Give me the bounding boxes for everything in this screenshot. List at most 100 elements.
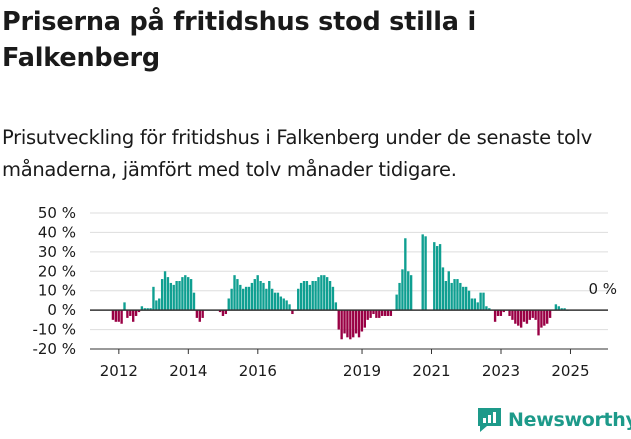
bar [436, 246, 439, 311]
bar [158, 298, 161, 311]
bar [256, 275, 259, 311]
bar [297, 288, 300, 311]
bar [383, 310, 387, 316]
bar [270, 288, 274, 311]
bar [282, 298, 285, 311]
bar [407, 271, 410, 311]
bar [508, 310, 511, 316]
bar [395, 294, 398, 311]
y-tick-label: 30 % [38, 243, 76, 261]
bar [132, 310, 135, 322]
bar [357, 310, 361, 338]
bar [189, 279, 193, 311]
x-tick-label: 2023 [482, 362, 520, 380]
bar [198, 310, 201, 322]
bar [409, 275, 413, 311]
bar [262, 282, 265, 311]
bar [496, 310, 500, 316]
bars [111, 234, 569, 340]
newsworthy-logo-icon [478, 408, 501, 432]
bar [560, 308, 563, 311]
x-tick-label: 2014 [169, 362, 207, 380]
bar [369, 310, 372, 318]
bar [456, 279, 459, 311]
bar [247, 286, 251, 311]
x-tick-label: 2012 [100, 362, 138, 380]
bar [363, 310, 366, 328]
bar [462, 286, 465, 311]
latest-value-annotation: 0 % [588, 280, 617, 298]
bar [250, 282, 254, 311]
bar [543, 310, 546, 326]
bar [288, 304, 291, 311]
bar [276, 292, 280, 311]
bar [479, 292, 482, 311]
bar [476, 302, 479, 311]
x-axis-tick-labels: 2012 2014 2016 2019 2021 2023 2025 [100, 349, 590, 380]
bar [337, 310, 340, 330]
bar [320, 275, 323, 311]
y-tick-label: 40 % [38, 223, 76, 241]
bar [152, 286, 155, 311]
bar [485, 306, 488, 311]
bar [488, 308, 491, 311]
bar [328, 281, 332, 311]
bar [166, 277, 170, 311]
bar [244, 286, 248, 311]
y-axis-tick-labels: 50 %40 % 30 %20 % 10 %0 % -10 %-20 % [32, 204, 76, 358]
bar [129, 310, 132, 316]
bar [522, 310, 526, 322]
bar [531, 310, 534, 318]
x-tick-label: 2016 [239, 362, 277, 380]
bar [187, 277, 190, 311]
bar [375, 310, 378, 318]
y-tick-label: -10 % [32, 321, 76, 339]
bar [221, 310, 225, 316]
bar [253, 279, 256, 311]
y-tick-label: 10 % [38, 282, 76, 300]
bar [441, 267, 445, 311]
bar [540, 310, 543, 328]
bar [224, 310, 228, 315]
bar [308, 284, 311, 311]
bar [236, 279, 239, 311]
bar [146, 308, 149, 311]
bar [340, 310, 343, 340]
bar [178, 281, 181, 311]
y-tick-label: 0 % [47, 301, 76, 319]
bar [563, 308, 566, 311]
y-tick-label: 50 % [38, 204, 76, 222]
bar [311, 281, 314, 311]
bar [120, 310, 123, 324]
bar [360, 310, 364, 332]
x-tick-label: 2019 [343, 362, 381, 380]
bar [201, 310, 204, 318]
bar [502, 310, 505, 313]
bar [134, 310, 138, 316]
bar [354, 310, 358, 334]
bar [464, 286, 468, 311]
bar [534, 310, 537, 320]
bar [181, 277, 184, 311]
bar [143, 308, 146, 311]
bar [233, 275, 236, 311]
bar [111, 310, 115, 320]
bar [467, 290, 471, 311]
bar [314, 281, 317, 311]
bar [242, 288, 245, 311]
bar [285, 300, 288, 311]
bar [482, 292, 485, 311]
bar [499, 310, 503, 316]
bar [230, 288, 233, 311]
bar [473, 298, 477, 311]
bar [519, 310, 523, 328]
bar [299, 282, 303, 311]
bar [126, 310, 129, 318]
x-tick-label: 2021 [412, 362, 450, 380]
bar [514, 310, 517, 324]
bar [160, 279, 164, 311]
y-tick-label: 20 % [38, 262, 76, 280]
chart-title: Priserna på fritidshus stod stilla i Fal… [2, 7, 477, 73]
bar [172, 284, 175, 311]
